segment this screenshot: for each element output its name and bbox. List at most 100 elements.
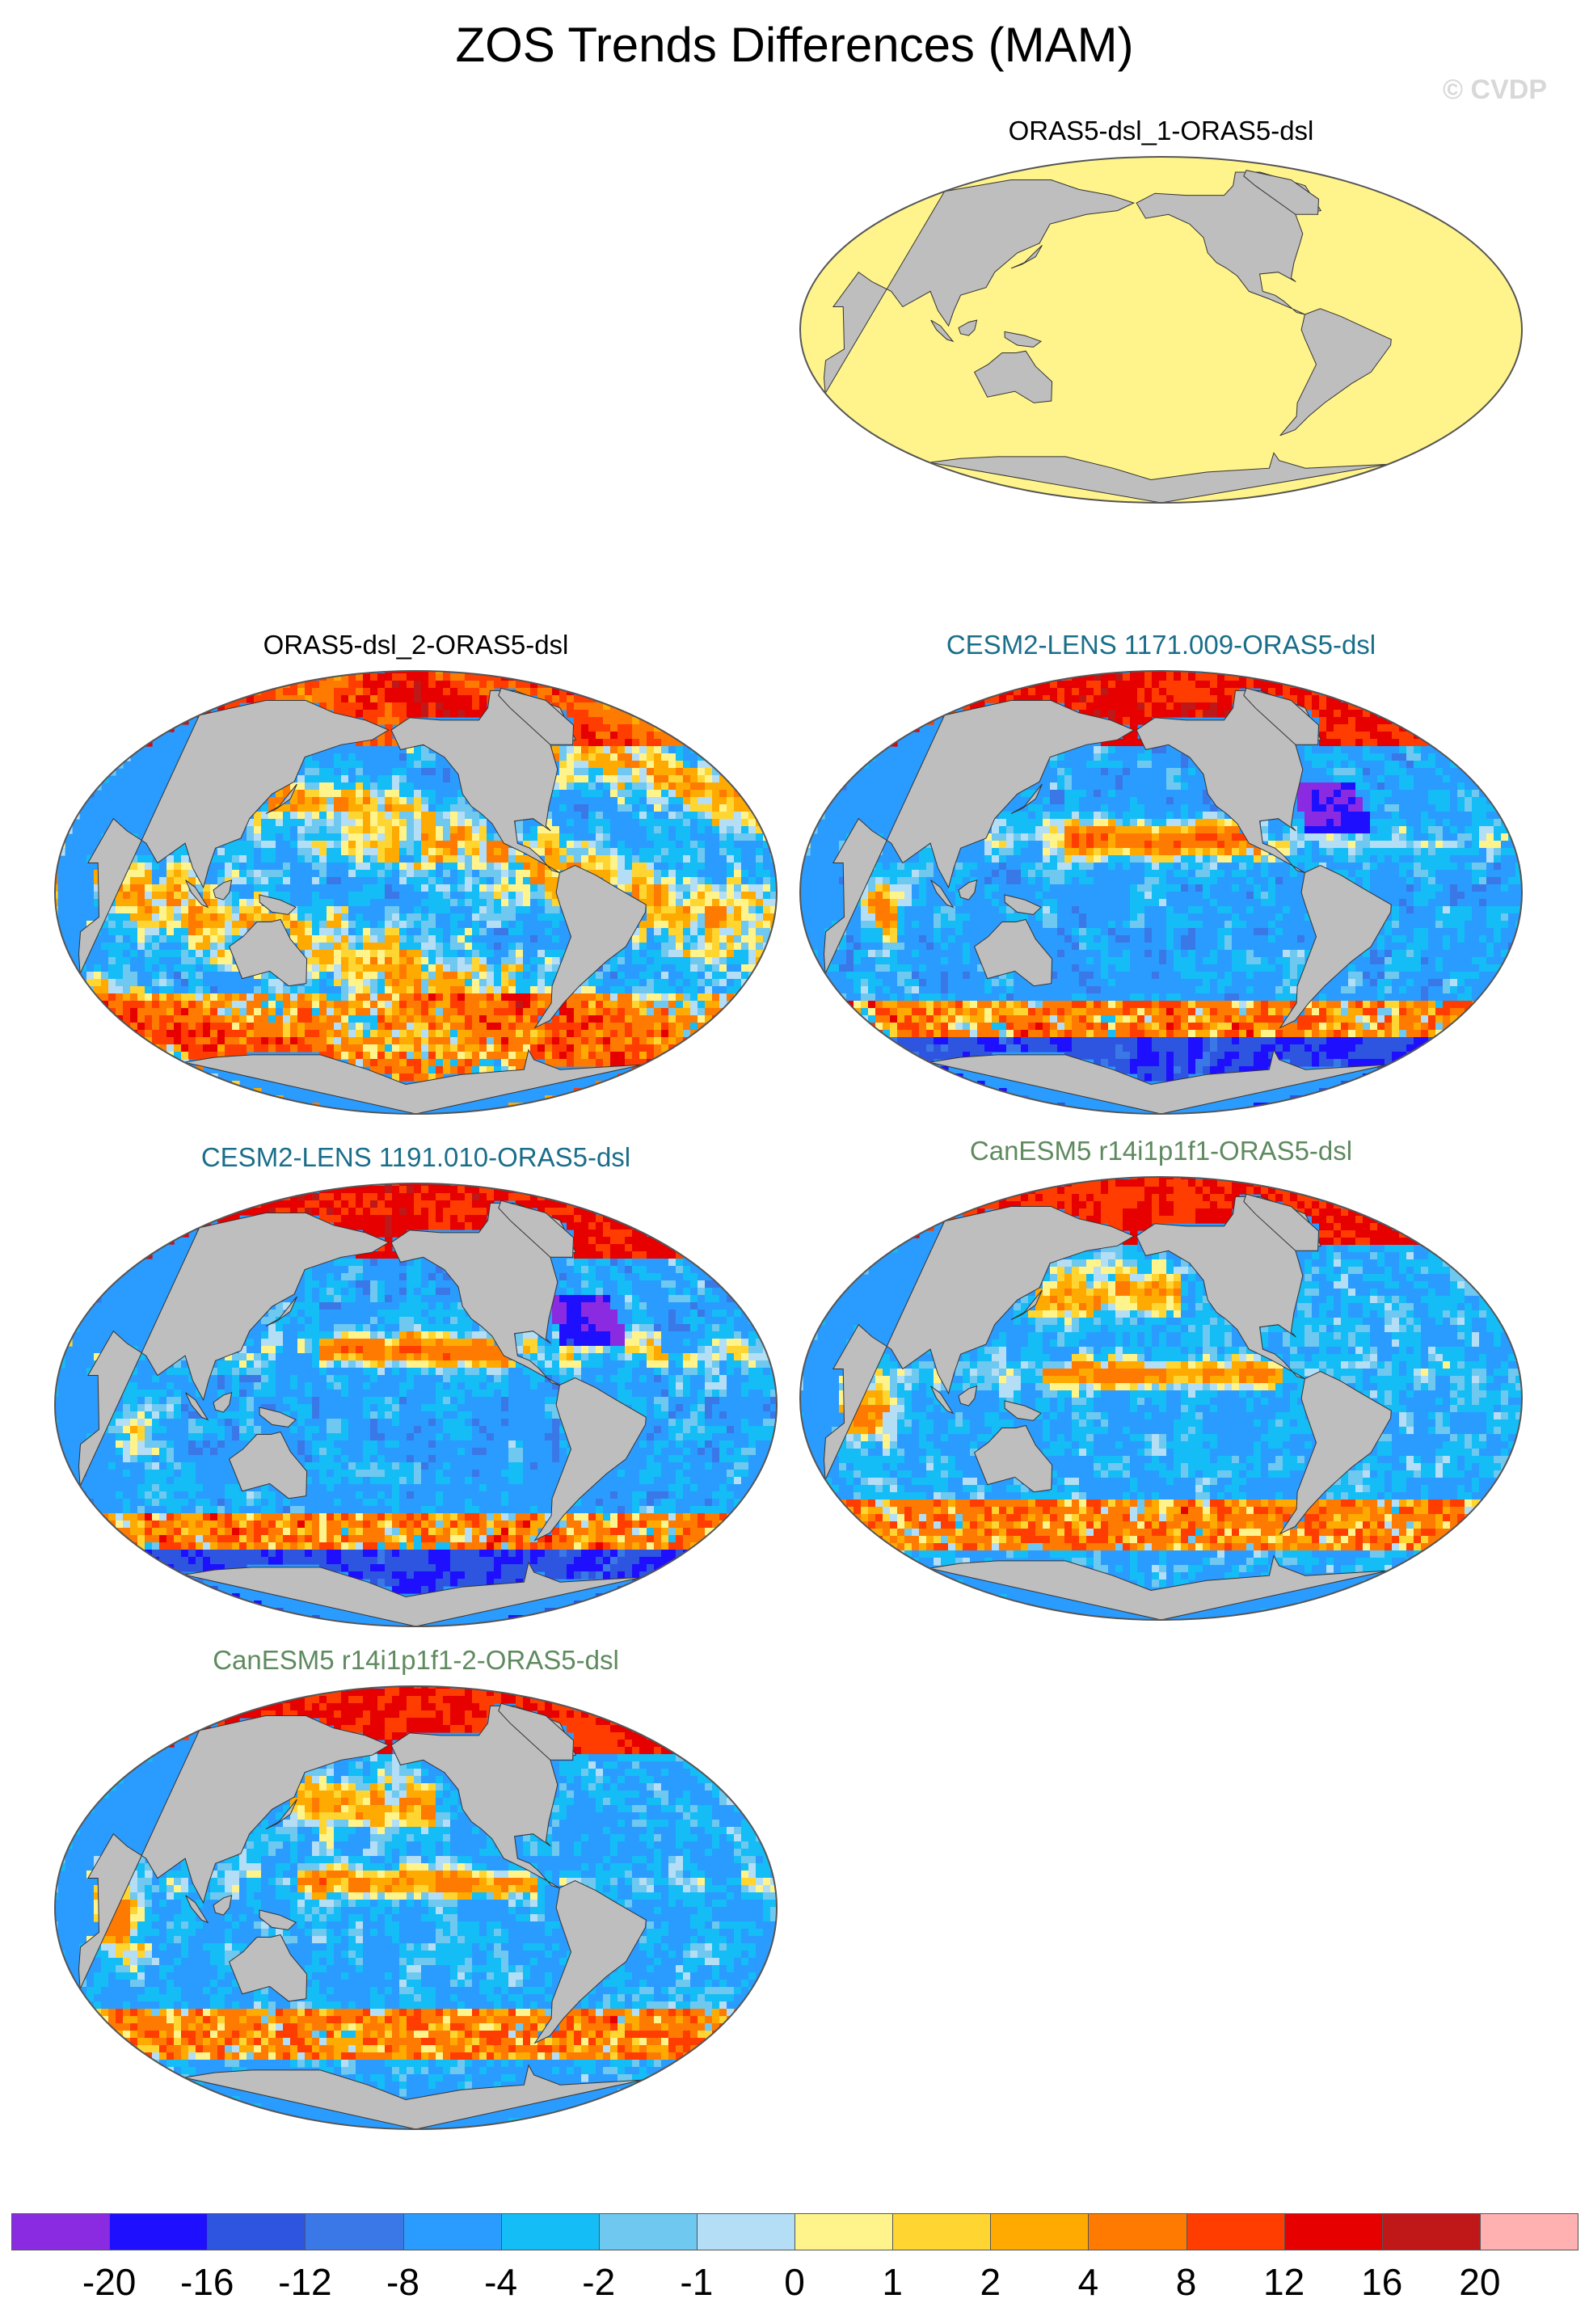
field-cell [668, 775, 676, 783]
field-cell [370, 892, 378, 900]
field-cell [516, 928, 524, 936]
field-cell [327, 688, 335, 696]
field-cell [581, 863, 589, 871]
field-cell [327, 790, 335, 798]
field-cell [479, 993, 487, 1002]
field-cell [574, 797, 582, 805]
field-cell [399, 913, 407, 922]
field-cell [617, 1037, 626, 1045]
field-cell [356, 1044, 364, 1052]
field-cell [377, 1066, 386, 1074]
field-cell [319, 695, 327, 703]
field-cell [1465, 870, 1473, 878]
field-cell [1355, 746, 1364, 754]
field-cell [977, 855, 985, 863]
field-cell [399, 848, 407, 856]
field-cell [756, 884, 764, 892]
field-cell [1181, 797, 1189, 805]
field-cell [1130, 688, 1138, 696]
field-cell [159, 899, 167, 907]
field-cell [385, 957, 393, 965]
field-cell [676, 913, 684, 922]
field-cell [552, 899, 560, 907]
field-cell [341, 892, 349, 900]
field-cell [436, 819, 444, 827]
field-cell [1014, 848, 1022, 856]
field-cell [443, 804, 451, 812]
field-cell [639, 1015, 647, 1023]
field-cell [1479, 819, 1487, 827]
field-cell [1370, 826, 1378, 834]
field-cell [545, 928, 553, 936]
field-cell [399, 1059, 407, 1067]
field-cell [1355, 804, 1364, 812]
field-cell [159, 892, 167, 900]
field-cell [1094, 768, 1102, 776]
field-cell [516, 899, 524, 907]
field-cell [487, 833, 495, 841]
field-cell [312, 804, 320, 812]
field-cell [501, 921, 509, 929]
field-cell [741, 819, 749, 827]
field-cell [1181, 863, 1189, 871]
field-cell [1363, 724, 1371, 732]
field-cell [581, 848, 589, 856]
field-cell [523, 1001, 531, 1009]
field-cell [625, 804, 633, 812]
field-cell [94, 892, 102, 900]
field-cell [377, 870, 386, 878]
field-cell [748, 884, 757, 892]
field-cell [545, 877, 553, 885]
field-cell [639, 724, 647, 732]
field-cell [188, 986, 196, 994]
field-cell [1326, 732, 1334, 740]
field-cell [457, 935, 466, 943]
field-cell [443, 950, 451, 958]
field-cell [436, 928, 444, 936]
field-cell [596, 972, 604, 980]
field-cell [421, 979, 429, 987]
field-cell [734, 790, 742, 798]
field-cell [661, 746, 669, 754]
field-cell [545, 1052, 553, 1060]
field-cell [436, 1066, 444, 1074]
field-cell [1392, 768, 1400, 776]
field-cell [101, 943, 109, 951]
field-cell [676, 964, 684, 972]
field-cell [1079, 819, 1087, 827]
field-cell [1261, 855, 1269, 863]
field-cell [632, 870, 640, 878]
field-cell [1385, 739, 1393, 747]
field-cell [654, 1037, 662, 1045]
field-cell [297, 782, 306, 791]
field-cell [1421, 790, 1429, 798]
field-cell [516, 1030, 524, 1038]
field-cell [450, 1059, 458, 1067]
field-cell [574, 1037, 582, 1045]
field-cell [559, 695, 567, 703]
field-cell [632, 855, 640, 863]
field-cell [145, 964, 153, 972]
field-cell [348, 892, 356, 900]
field-cell [647, 746, 655, 754]
field-cell [963, 855, 971, 863]
field-cell [472, 906, 480, 914]
field-cell [516, 950, 524, 958]
field-cell [407, 950, 415, 958]
field-cell [603, 768, 611, 776]
field-cell [1457, 797, 1465, 805]
field-cell [1435, 848, 1444, 856]
field-cell [1246, 870, 1254, 878]
field-cell [1137, 753, 1145, 761]
field-cell [1050, 695, 1058, 703]
field-cell [632, 892, 640, 900]
field-cell [530, 964, 538, 972]
field-cell [363, 826, 371, 834]
field-cell [1224, 841, 1233, 849]
field-cell [647, 1008, 655, 1016]
field-cell [145, 913, 153, 922]
field-cell [1188, 688, 1196, 696]
field-cell [247, 695, 255, 703]
field-cell [203, 892, 211, 900]
field-cell [603, 732, 611, 740]
